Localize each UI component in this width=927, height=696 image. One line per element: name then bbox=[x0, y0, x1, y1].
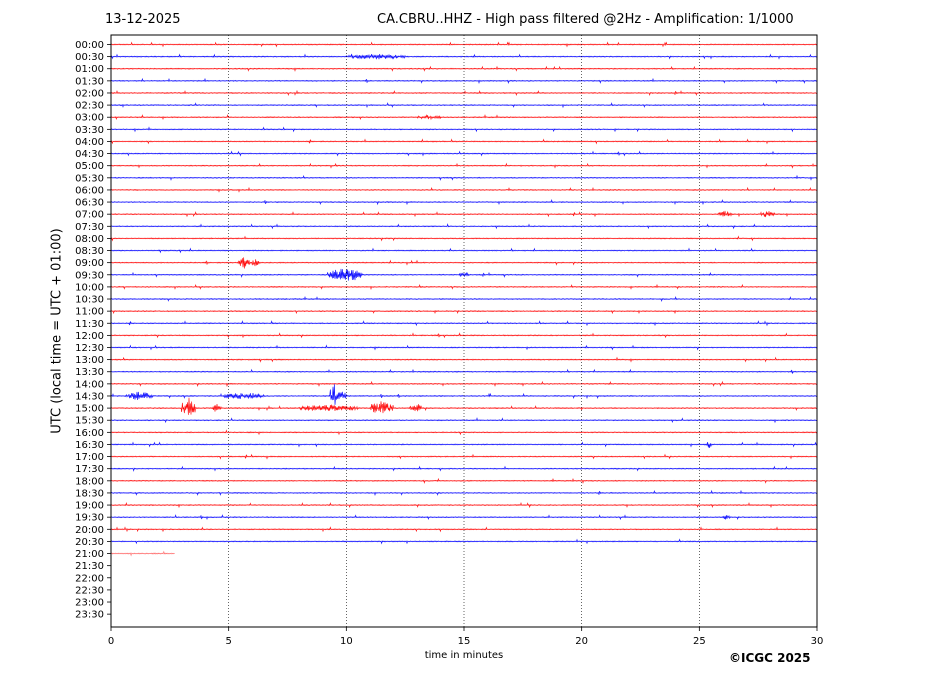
trace-row-1830 bbox=[110, 489, 818, 496]
y-tick-label: 21:00 bbox=[75, 549, 104, 560]
x-tick-label: 20 bbox=[575, 636, 588, 647]
y-tick-label: 07:00 bbox=[75, 210, 104, 221]
y-tick-label: 23:30 bbox=[75, 610, 104, 621]
trace-row-0730 bbox=[110, 223, 818, 230]
trace-row-2100 bbox=[110, 550, 175, 557]
y-tick-label: 15:00 bbox=[75, 404, 104, 415]
trace-row-0900 bbox=[110, 257, 818, 269]
trace-row-0530 bbox=[110, 174, 818, 181]
y-tick-label: 02:00 bbox=[75, 88, 104, 99]
y-tick-label: 09:30 bbox=[75, 270, 104, 281]
y-tick-label: 18:30 bbox=[75, 488, 104, 499]
y-tick-label: 11:00 bbox=[75, 307, 104, 318]
trace-row-1930 bbox=[110, 514, 818, 521]
x-tick-label: 10 bbox=[340, 636, 353, 647]
y-tick-label: 03:00 bbox=[75, 113, 104, 124]
y-tick-label: 13:30 bbox=[75, 367, 104, 378]
y-tick-label: 01:00 bbox=[75, 64, 104, 75]
trace-row-1000 bbox=[110, 283, 818, 291]
y-tick-label: 12:00 bbox=[75, 331, 104, 342]
trace-row-2000 bbox=[110, 526, 818, 533]
trace-row-0430 bbox=[110, 150, 818, 157]
y-tick-label: 23:00 bbox=[75, 598, 104, 609]
trace-row-1630 bbox=[110, 441, 818, 449]
trace-row-0500 bbox=[110, 162, 818, 169]
trace-row-0300 bbox=[110, 114, 818, 121]
trace-row-2030 bbox=[110, 538, 818, 545]
y-tick-label: 04:30 bbox=[75, 149, 104, 160]
trace-row-1600 bbox=[110, 429, 818, 436]
trace-row-0330 bbox=[110, 126, 818, 133]
y-tick-label: 07:30 bbox=[75, 222, 104, 233]
x-tick-label: 25 bbox=[693, 636, 706, 647]
y-tick-label: 17:30 bbox=[75, 464, 104, 475]
trace-row-1500 bbox=[110, 397, 818, 415]
y-tick-label: 06:30 bbox=[75, 198, 104, 209]
y-tick-label: 13:00 bbox=[75, 355, 104, 366]
y-tick-label: 10:30 bbox=[75, 295, 104, 306]
y-tick-label: 19:30 bbox=[75, 513, 104, 524]
y-tick-label: 22:30 bbox=[75, 585, 104, 596]
y-tick-label: 21:30 bbox=[75, 561, 104, 572]
y-tick-label: 00:00 bbox=[75, 40, 104, 51]
y-tick-label: 06:00 bbox=[75, 185, 104, 196]
y-tick-label: 00:30 bbox=[75, 52, 104, 63]
y-tick-label: 20:30 bbox=[75, 537, 104, 548]
trace-row-1800 bbox=[110, 477, 818, 484]
y-tick-label: 12:30 bbox=[75, 343, 104, 354]
y-tick-label: 14:30 bbox=[75, 391, 104, 402]
x-tick-label: 15 bbox=[458, 636, 471, 647]
y-tick-label: 04:00 bbox=[75, 137, 104, 148]
record-date: 13-12-2025 bbox=[105, 12, 181, 27]
y-tick-label: 20:00 bbox=[75, 525, 104, 536]
x-tick-label: 0 bbox=[108, 636, 114, 647]
trace-row-1030 bbox=[110, 295, 818, 303]
y-tick-label: 14:00 bbox=[75, 379, 104, 390]
x-axis-label: time in minutes bbox=[424, 650, 504, 661]
trace-row-0230 bbox=[110, 102, 818, 109]
y-tick-label: 15:30 bbox=[75, 416, 104, 427]
trace-row-0400 bbox=[110, 138, 818, 145]
x-tick-label: 30 bbox=[811, 636, 824, 647]
y-tick-label: 03:30 bbox=[75, 125, 104, 136]
y-tick-label: 08:00 bbox=[75, 234, 104, 245]
copyright-credit: ©ICGC 2025 bbox=[729, 651, 811, 665]
trace-row-0700 bbox=[110, 210, 818, 218]
y-tick-label: 05:00 bbox=[75, 161, 104, 172]
trace-row-1730 bbox=[110, 465, 818, 472]
y-tick-label: 22:00 bbox=[75, 573, 104, 584]
y-axis-label: UTC (local time = UTC + 01:00) bbox=[49, 228, 65, 434]
y-tick-label: 02:30 bbox=[75, 101, 104, 112]
trace-row-1530 bbox=[110, 417, 818, 424]
trace-row-0600 bbox=[110, 186, 818, 193]
y-tick-label: 16:00 bbox=[75, 428, 104, 439]
trace-row-1900 bbox=[110, 502, 818, 509]
grid-layer bbox=[228, 35, 700, 627]
x-tick-labels: 0 5 10 15 20 25 30 bbox=[108, 627, 824, 647]
y-tick-label: 08:30 bbox=[75, 246, 104, 257]
y-tick-label: 17:00 bbox=[75, 452, 104, 463]
y-tick-label: 10:00 bbox=[75, 282, 104, 293]
trace-row-0830 bbox=[110, 247, 818, 254]
chart-title: CA.CBRU..HHZ - High pass filtered @2Hz -… bbox=[377, 12, 794, 27]
trace-row-0800 bbox=[110, 235, 818, 242]
y-tick-label: 19:00 bbox=[75, 501, 104, 512]
x-tick-label: 5 bbox=[225, 636, 231, 647]
y-tick-label: 01:30 bbox=[75, 76, 104, 87]
y-tick-label: 05:30 bbox=[75, 173, 104, 184]
y-tick-label: 18:00 bbox=[75, 476, 104, 487]
trace-row-0630 bbox=[110, 199, 818, 206]
y-tick-label: 11:30 bbox=[75, 319, 104, 330]
trace-row-1700 bbox=[110, 453, 818, 460]
plot-frame bbox=[110, 34, 818, 628]
y-tick-label: 16:30 bbox=[75, 440, 104, 451]
y-tick-label: 09:00 bbox=[75, 258, 104, 269]
